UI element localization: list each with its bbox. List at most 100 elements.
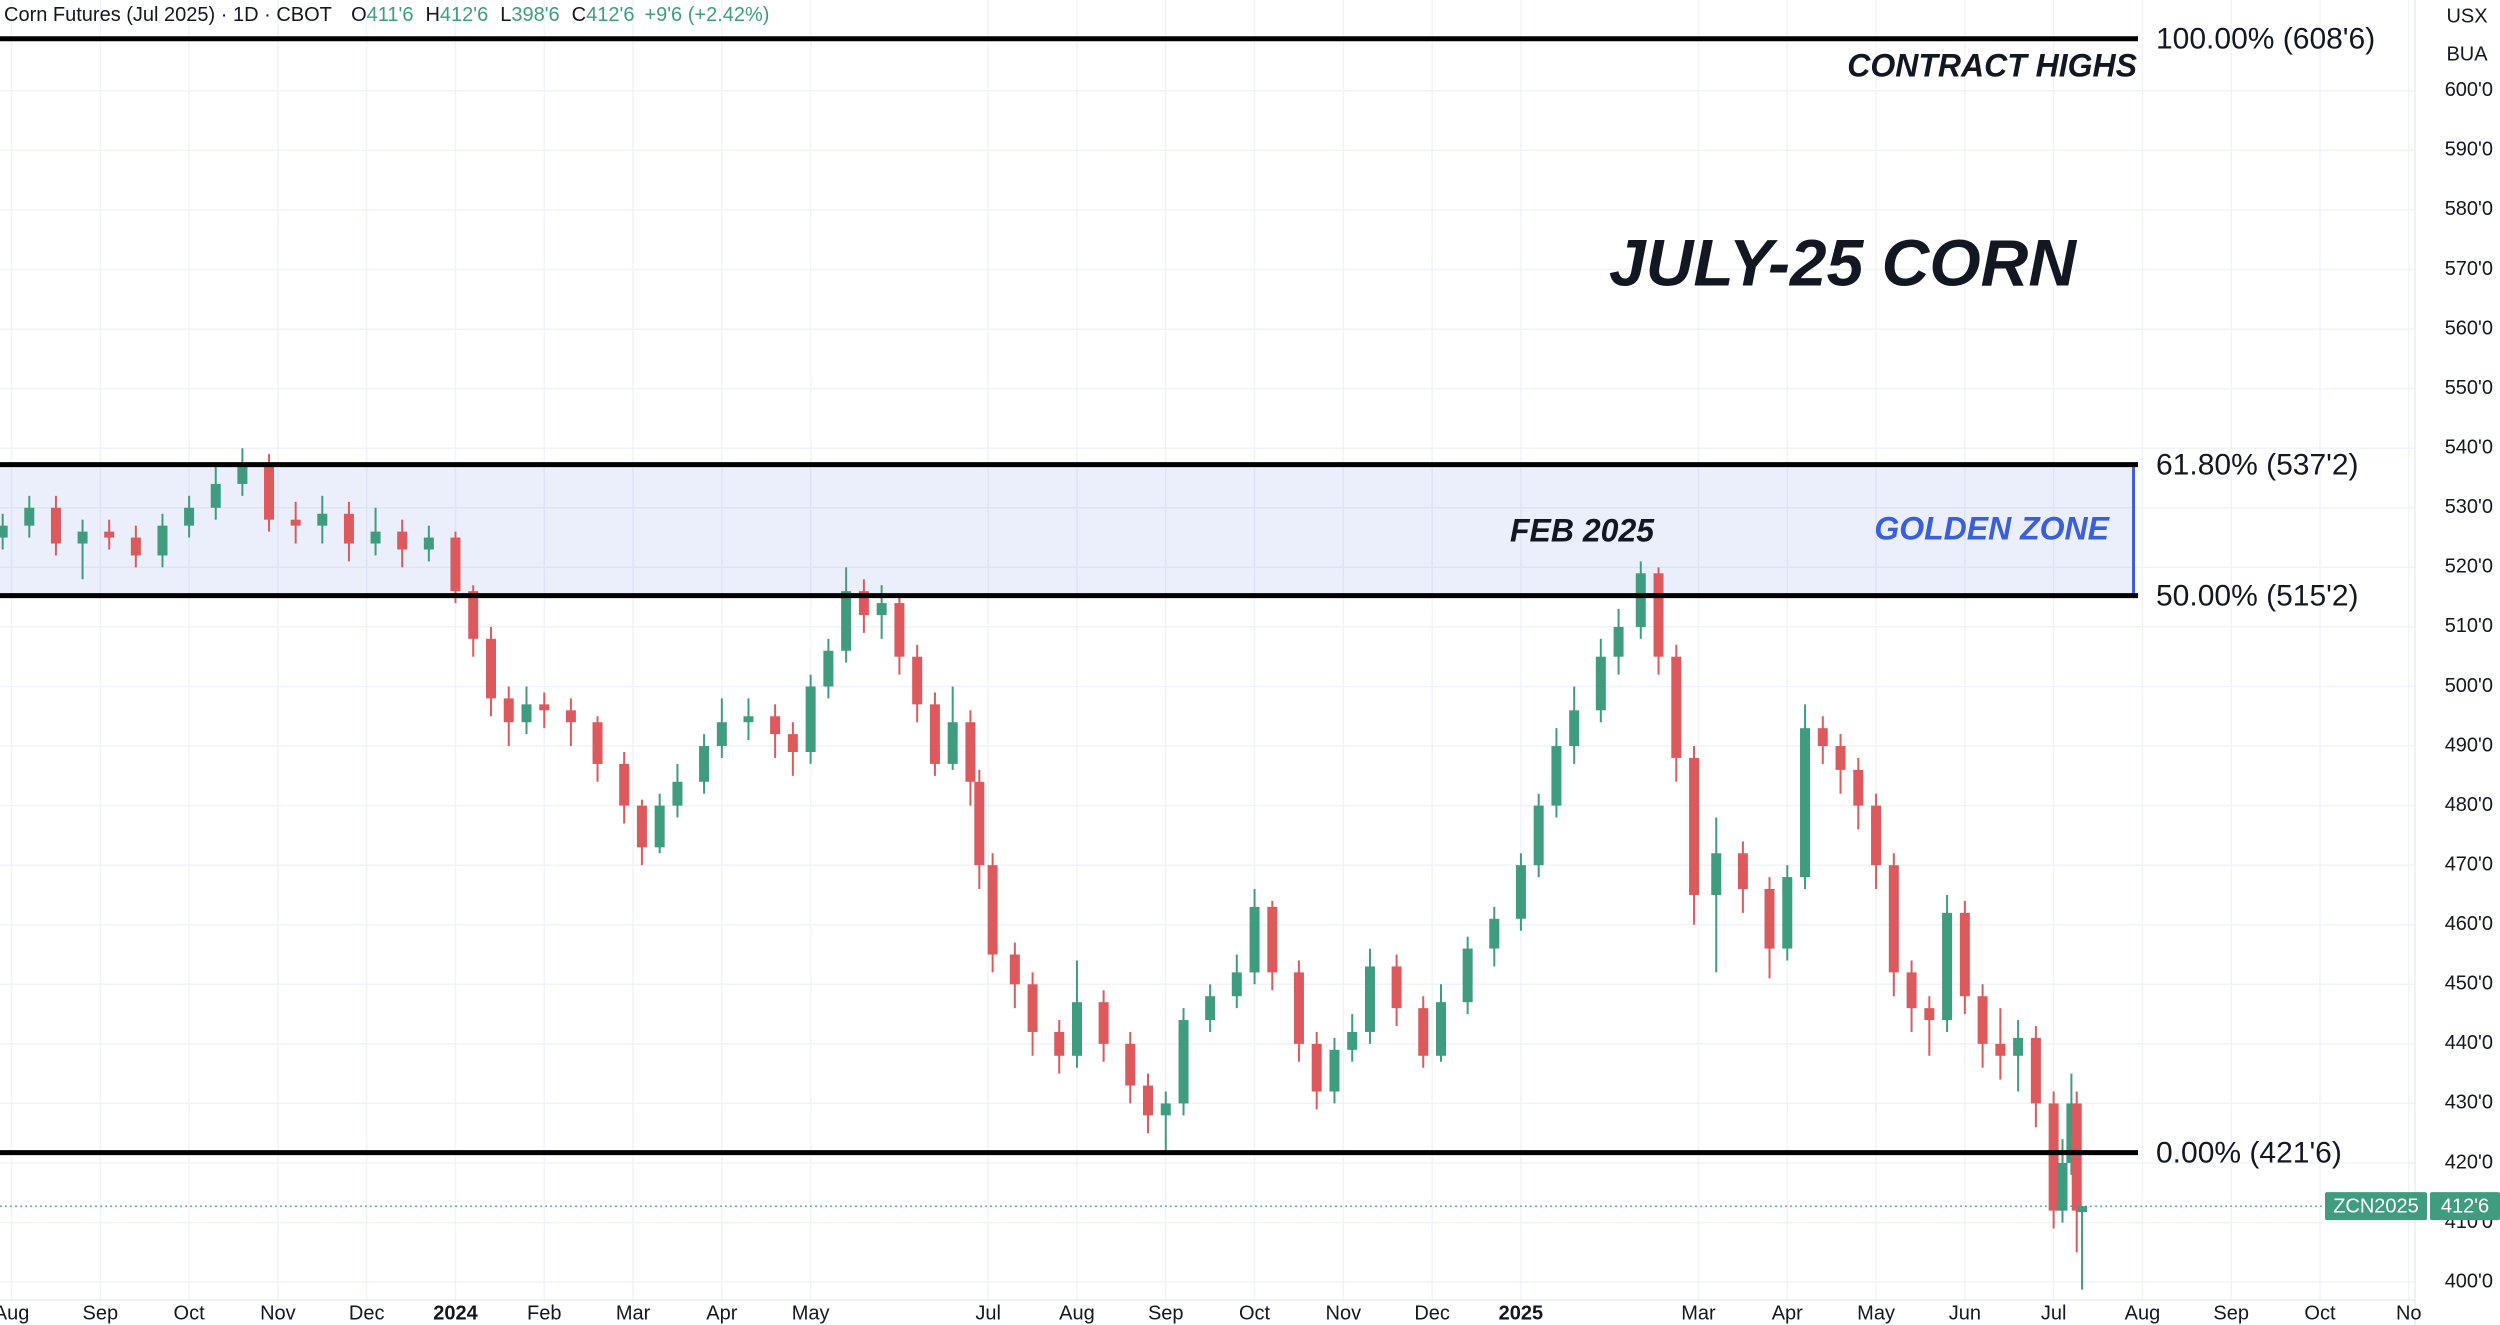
candle-body: [1418, 1008, 1429, 1056]
candle-body: [699, 746, 710, 782]
candle-body: [565, 710, 576, 723]
candle-body: [912, 656, 923, 705]
candle-body: [1671, 656, 1682, 758]
ohlc-key: L: [500, 4, 511, 26]
y-tick-label: 540'0: [2445, 437, 2493, 459]
currency: USX: [2446, 5, 2487, 27]
x-tick-label: Mar: [1681, 1302, 1716, 1324]
candle-body: [1489, 918, 1500, 949]
x-tick-label: Jul: [975, 1302, 1001, 1324]
level-label: 0.00% (421'6): [2156, 1136, 2342, 1169]
price-tag: [2430, 1192, 2500, 1221]
candle-body: [521, 704, 532, 723]
x-tick-label: Sep: [2213, 1302, 2249, 1324]
candle-body: [1995, 1043, 2006, 1056]
candle-body: [317, 513, 328, 526]
header: Corn Futures (Jul 2025) · 1D · CBOT O411…: [4, 4, 769, 26]
x-tick-label: Sep: [83, 1302, 119, 1324]
candle-body: [592, 722, 603, 764]
candle-body: [2030, 1037, 2041, 1104]
candle-body: [397, 531, 408, 550]
zone-band: [0, 464, 2134, 596]
annotation: CONTRACT HIGHS: [1847, 47, 2137, 83]
y-tick-label: 490'0: [2445, 734, 2493, 756]
candle-body: [1436, 1002, 1447, 1056]
candle-body: [841, 591, 852, 651]
annotation: FEB 2025: [1510, 512, 1655, 548]
candle-body: [974, 781, 985, 866]
x-tick-label: Oct: [1239, 1302, 1271, 1324]
x-tick-label: Oct: [2304, 1302, 2336, 1324]
ohlc-value: 411'6: [367, 4, 414, 26]
symbol-tag: [2325, 1192, 2427, 1221]
candle-body: [343, 513, 354, 544]
candle-body: [1853, 769, 1864, 806]
candle-body: [1977, 996, 1988, 1044]
candle-body: [1653, 573, 1664, 657]
candle-body: [104, 531, 115, 538]
candle-body: [485, 638, 496, 699]
candle-body: [130, 537, 141, 556]
x-tick-label: No: [2396, 1302, 2422, 1324]
candle-body: [2013, 1037, 2024, 1056]
candle-body: [1267, 906, 1278, 973]
level-label: 100.00% (608'6): [2156, 23, 2375, 56]
candle-body: [1595, 656, 1606, 711]
candle-body: [619, 763, 630, 806]
y-tick-label: 600'0: [2445, 79, 2493, 101]
x-tick-label: Apr: [706, 1302, 737, 1324]
candle-body: [290, 519, 301, 526]
ohlc-key: O: [351, 4, 367, 26]
ohlc-value: 398'6: [511, 4, 559, 26]
candle-body: [1462, 948, 1473, 1003]
candle-body: [1689, 757, 1700, 895]
y-tick-label: 400'0: [2445, 1270, 2493, 1292]
x-tick-label: Dec: [1414, 1302, 1450, 1324]
y-tick-label: 420'0: [2445, 1151, 2493, 1173]
x-tick-label: Apr: [1772, 1302, 1803, 1324]
x-tick-label: Oct: [174, 1302, 206, 1324]
candle-body: [503, 698, 514, 723]
x-tick-label: 2025: [1499, 1302, 1544, 1324]
golden-zone: [0, 464, 2136, 596]
levels: 100.00% (608'6) 61.80% (537'2) 50.00% (515…: [0, 23, 2415, 1207]
y-tick-label: 510'0: [2445, 615, 2493, 637]
candle-body: [2048, 1103, 2059, 1211]
candle-body: [1635, 573, 1646, 627]
candle-body: [1071, 1002, 1082, 1056]
candle-body: [987, 865, 998, 955]
candle-body: [423, 537, 434, 550]
candle-body: [210, 483, 221, 508]
ohlc-key: H: [425, 4, 439, 26]
candle-body: [1009, 954, 1020, 985]
x-tick-label: Jun: [1949, 1302, 1981, 1324]
ohlc-key: C: [572, 4, 586, 26]
y-tick-label: 460'0: [2445, 913, 2493, 935]
candle-body: [1311, 1043, 1322, 1092]
y-tick-label: 430'0: [2445, 1092, 2493, 1114]
candle-body: [1231, 972, 1242, 997]
price-label: 412'6: [2441, 1195, 2489, 1217]
candle-body: [947, 722, 958, 764]
ohlc-value: 412'6: [440, 4, 488, 26]
y-tick-label: 590'0: [2445, 139, 2493, 161]
candle-body: [1515, 865, 1526, 919]
candle-body: [370, 531, 381, 544]
candle-body: [770, 716, 781, 735]
candle-body: [1205, 996, 1216, 1021]
y-tick-label: 500'0: [2445, 675, 2493, 697]
candle-body: [1764, 889, 1775, 949]
x-tick-label: Dec: [349, 1302, 385, 1324]
candle-body: [858, 591, 869, 616]
candle-body: [1871, 805, 1882, 866]
candle-body: [1959, 912, 1970, 997]
x-tick-label: 2024: [433, 1302, 478, 1324]
change: +9'6 (+2.42%): [644, 4, 769, 26]
candle-body: [237, 466, 248, 484]
candle-body: [1391, 966, 1402, 1009]
candle-body: [264, 466, 275, 520]
candle-body: [0, 525, 8, 538]
x-tick-label: Sep: [1148, 1302, 1184, 1324]
